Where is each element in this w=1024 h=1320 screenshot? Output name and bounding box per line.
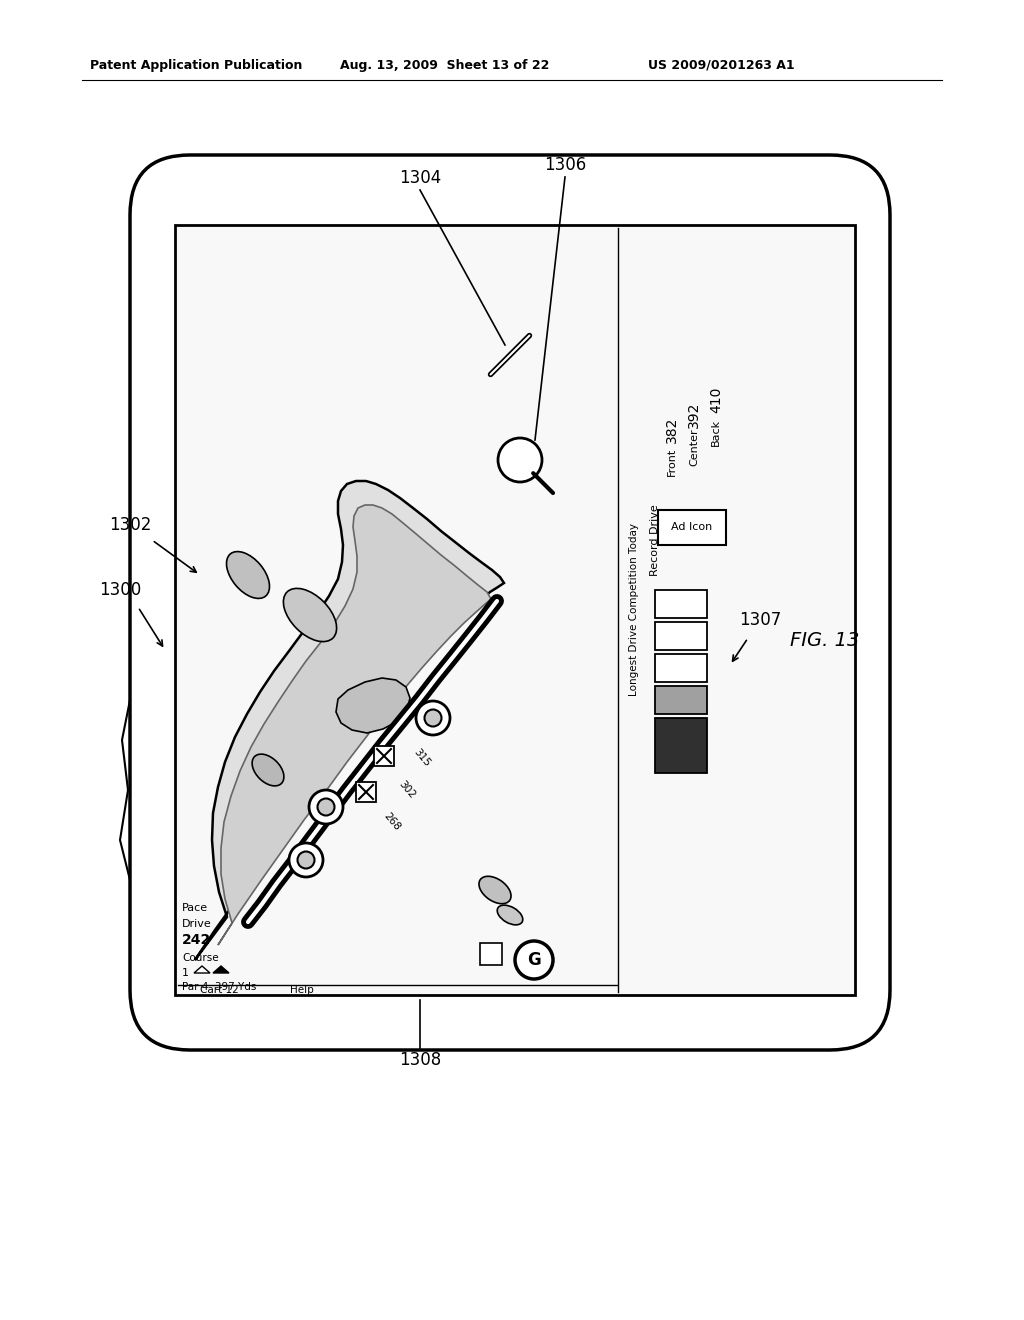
Text: 1: 1 (182, 968, 189, 978)
Text: Course: Course (182, 953, 219, 964)
Ellipse shape (498, 906, 523, 925)
Text: FIG. 13: FIG. 13 (790, 631, 859, 649)
Text: Drive: Drive (182, 919, 212, 929)
Bar (374, 746, 394, 766)
Text: 1307: 1307 (739, 611, 781, 630)
Text: Patent Application Publication: Patent Application Publication (90, 58, 302, 71)
Text: US 2009/0201263 A1: US 2009/0201263 A1 (648, 58, 795, 71)
Circle shape (498, 438, 542, 482)
Polygon shape (213, 966, 229, 973)
Text: 410: 410 (709, 387, 723, 413)
Text: 1304: 1304 (399, 169, 441, 187)
Text: 1308: 1308 (399, 1051, 441, 1069)
Circle shape (289, 843, 323, 876)
Text: 268: 268 (382, 812, 402, 833)
Ellipse shape (252, 754, 284, 785)
Text: Aug. 13, 2009  Sheet 13 of 22: Aug. 13, 2009 Sheet 13 of 22 (340, 58, 549, 71)
Text: Back: Back (711, 418, 721, 446)
Text: Longest Drive Competition Today: Longest Drive Competition Today (629, 524, 639, 697)
Bar (480, 942, 502, 965)
Polygon shape (195, 480, 504, 960)
Bar (655, 686, 707, 714)
Text: Record Drive: Record Drive (650, 504, 660, 576)
Text: 1302: 1302 (109, 516, 152, 535)
Circle shape (317, 799, 335, 816)
Bar (655, 718, 707, 774)
Text: G: G (527, 950, 541, 969)
Polygon shape (336, 678, 410, 733)
Text: Pace: Pace (182, 903, 208, 913)
Ellipse shape (226, 552, 269, 598)
Bar (658, 510, 726, 545)
Ellipse shape (479, 876, 511, 904)
Circle shape (298, 851, 314, 869)
Text: 302: 302 (397, 779, 417, 801)
Text: 242: 242 (182, 933, 211, 946)
Text: 315: 315 (412, 747, 432, 768)
Ellipse shape (284, 589, 337, 642)
Circle shape (515, 941, 553, 979)
FancyBboxPatch shape (130, 154, 890, 1049)
Bar (655, 653, 707, 682)
Text: Ad Icon: Ad Icon (672, 521, 713, 532)
Text: 382: 382 (665, 417, 679, 444)
Bar (655, 590, 707, 618)
Text: 392: 392 (687, 401, 701, 428)
Text: 1300: 1300 (99, 581, 141, 599)
Bar (175, 224, 855, 995)
Bar (356, 781, 376, 803)
Text: 1306: 1306 (544, 156, 586, 174)
Bar (655, 622, 707, 649)
Circle shape (425, 710, 441, 726)
Circle shape (416, 701, 450, 735)
Text: Front: Front (667, 447, 677, 477)
Polygon shape (194, 966, 210, 973)
Text: Center: Center (689, 428, 699, 466)
Text: Help: Help (290, 985, 313, 995)
Text: Cart 12: Cart 12 (200, 985, 239, 995)
Circle shape (309, 789, 343, 824)
Text: Par 4  397 Yds: Par 4 397 Yds (182, 982, 256, 993)
Polygon shape (218, 506, 490, 945)
